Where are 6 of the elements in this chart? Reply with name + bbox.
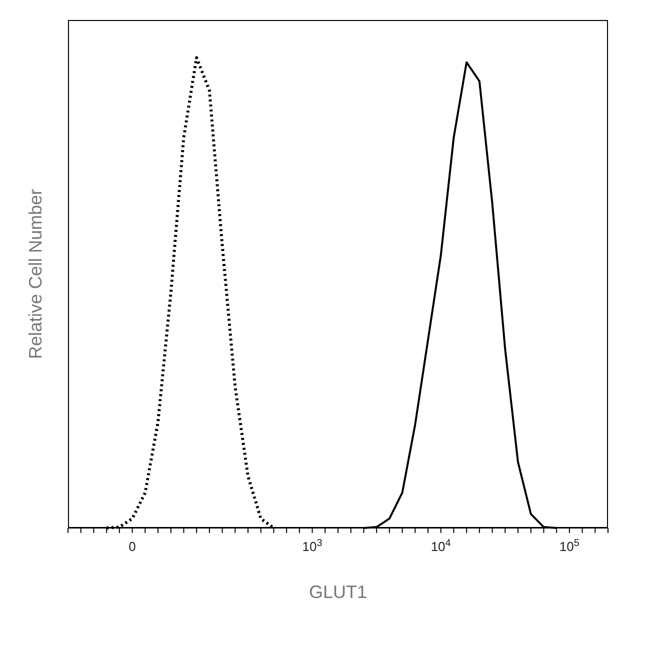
x-tick-label: 10$^{4}$: [430, 538, 452, 554]
y-axis-title: Relative Cell Number: [26, 188, 46, 360]
x-tick-label: 0: [128, 539, 136, 554]
x-tick-label: 10$^{3}$: [302, 538, 323, 554]
x-tick-label: 10$^{5}$: [559, 538, 580, 554]
x-axis-title: GLUT1: [308, 582, 368, 602]
